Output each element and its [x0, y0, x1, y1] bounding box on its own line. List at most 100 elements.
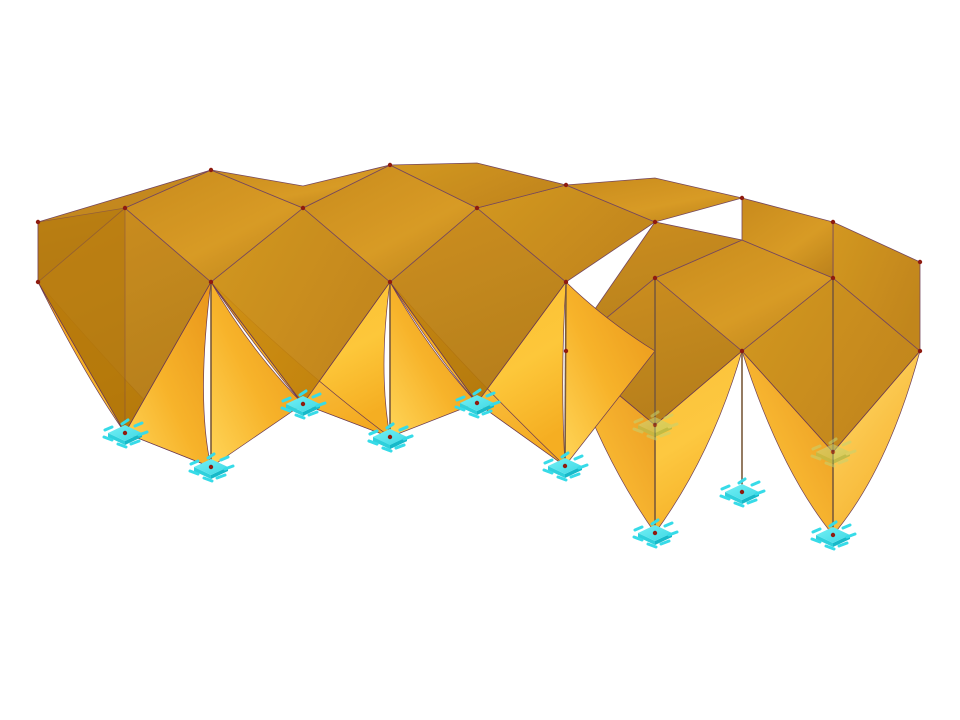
support-hatch-mark — [307, 410, 319, 417]
support-hatch-mark — [116, 442, 128, 449]
support-hatch-mark — [837, 458, 849, 465]
support-hatch-mark — [489, 400, 501, 407]
support-hatch-mark — [633, 525, 644, 532]
support-side-face — [638, 425, 655, 437]
nodal-support[interactable]: Nodal support 9 — [719, 477, 766, 508]
support-node — [208, 464, 214, 470]
support-hatch-mark — [824, 461, 836, 468]
support-hatch-mark — [667, 530, 679, 537]
support-hatch-mark — [569, 472, 581, 479]
node — [917, 259, 923, 265]
support-hatch-mark — [468, 412, 480, 419]
support-hatch-mark — [206, 452, 216, 460]
support-hatch-mark — [367, 439, 379, 446]
nodal-support[interactable]: Nodal support 6 — [542, 451, 589, 482]
support-hatch-mark — [841, 523, 852, 530]
support-hatch-mark — [811, 444, 822, 451]
support-hatch-mark — [368, 429, 379, 436]
support-hatch-mark — [385, 422, 395, 430]
nodal-supports: Nodal support 1 Nodal support 2 Nodal supp… — [102, 388, 857, 551]
support-hatch-mark — [719, 494, 731, 501]
support-hatch-mark — [746, 498, 758, 505]
support-hatch-mark — [811, 527, 822, 534]
support-side-face — [565, 466, 582, 478]
support-side-face — [194, 467, 211, 479]
support-hatch-mark — [841, 440, 852, 447]
nodal-support[interactable]: Nodal support 12 — [367, 422, 414, 453]
node — [739, 195, 745, 201]
support-hatch-mark — [824, 544, 836, 551]
node — [563, 279, 569, 285]
upper-roof-level — [37, 162, 743, 468]
support-hatch-mark — [667, 422, 679, 429]
support-hatch-mark — [402, 434, 414, 441]
support-node — [387, 434, 393, 440]
support-node — [739, 489, 745, 495]
upper-level-shells — [37, 280, 656, 468]
support-side-face — [638, 533, 655, 545]
support-hatch-mark — [543, 458, 554, 465]
support-hatch-mark — [129, 439, 141, 446]
support-side-face — [125, 433, 142, 445]
support-hatch-mark — [737, 477, 747, 485]
node — [387, 279, 393, 285]
node — [563, 348, 569, 354]
support-hatch-mark — [315, 401, 327, 408]
support-node — [652, 422, 658, 428]
support-node — [300, 401, 306, 407]
nodal-support[interactable]: Nodal support 3 — [280, 389, 327, 420]
support-side-face — [816, 452, 833, 464]
support-hatch-mark — [188, 469, 200, 476]
nodal-support[interactable]: Nodal support 1 — [102, 418, 149, 449]
support-hatch-mark — [577, 463, 589, 470]
support-hatch-mark — [650, 518, 660, 526]
nodal-support[interactable]: Nodal support 7 — [632, 410, 679, 441]
support-hatch-mark — [381, 446, 393, 453]
node — [35, 219, 41, 225]
support-hatch-mark — [394, 443, 406, 450]
support-hatch-mark — [485, 391, 496, 398]
nodal-support[interactable]: Nodal support 11 — [810, 520, 857, 551]
support-hatch-mark — [556, 475, 568, 482]
support-hatch-mark — [632, 535, 644, 542]
node — [208, 167, 214, 173]
support-side-face — [390, 437, 407, 449]
support-hatch-mark — [810, 537, 822, 544]
support-node — [474, 400, 480, 406]
support-hatch-mark — [215, 473, 227, 480]
nodal-support[interactable]: Nodal support 5 — [454, 388, 501, 419]
node — [563, 182, 569, 188]
support-hatch-mark — [754, 489, 766, 496]
node — [208, 279, 214, 285]
support-hatch-mark — [845, 449, 857, 456]
support-hatch-mark — [294, 413, 306, 420]
support-hatch-mark — [120, 418, 130, 426]
support-side-face — [303, 404, 320, 416]
support-node — [830, 532, 836, 538]
node — [652, 219, 658, 225]
node — [122, 205, 128, 211]
support-side-face — [655, 425, 672, 437]
support-hatch-mark — [663, 413, 674, 420]
support-hatch-mark — [560, 451, 570, 459]
nodal-support[interactable]: Nodal support 8 — [632, 518, 679, 549]
node — [652, 275, 658, 281]
support-node — [652, 530, 658, 536]
nodal-support[interactable]: Nodal support 2 — [188, 452, 235, 483]
column — [564, 281, 567, 467]
support-side-face — [833, 452, 850, 464]
support-side-face — [725, 492, 742, 504]
support-hatch-mark — [828, 437, 838, 445]
support-hatch-mark — [472, 388, 482, 396]
nodal-support[interactable]: Nodal support 10 — [810, 437, 857, 468]
node — [830, 275, 836, 281]
support-hatch-mark — [646, 434, 658, 441]
support-hatch-mark — [202, 476, 214, 483]
support-hatch-mark — [720, 484, 731, 491]
support-hatch-mark — [223, 464, 235, 471]
support-hatch-mark — [659, 431, 671, 438]
support-hatch-mark — [828, 520, 838, 528]
support-hatch-mark — [632, 427, 644, 434]
